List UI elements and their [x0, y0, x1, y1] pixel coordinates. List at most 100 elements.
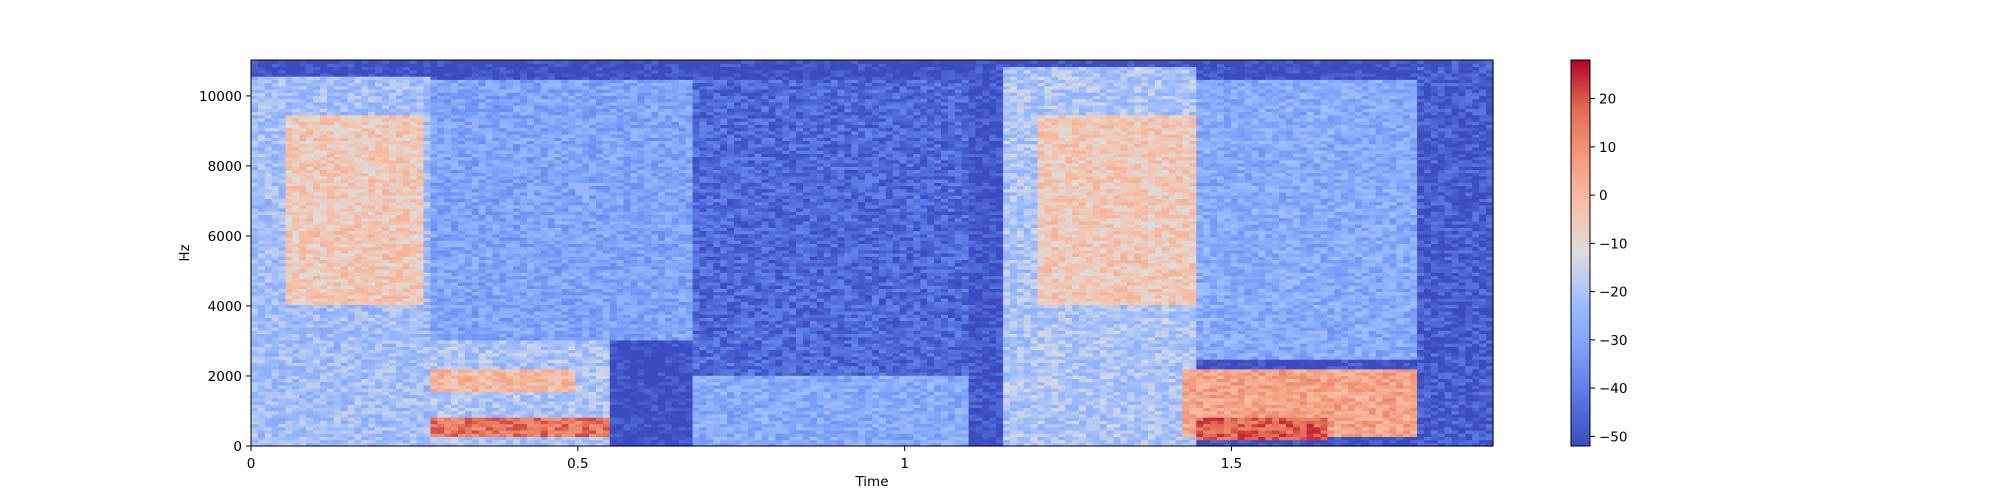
heatmap-cell — [264, 404, 273, 408]
heatmap-cell — [251, 159, 259, 164]
heatmap-cell — [402, 333, 411, 338]
heatmap-cell — [271, 391, 280, 396]
heatmap-cell — [409, 230, 418, 235]
heatmap-cell — [368, 420, 376, 425]
heatmap-cell — [437, 127, 445, 132]
heatmap-cell — [313, 253, 321, 257]
heatmap-cell — [437, 265, 445, 270]
heatmap-cell — [333, 179, 342, 183]
heatmap-cell — [409, 175, 418, 180]
heatmap-cell — [264, 317, 273, 322]
heatmap-cell — [437, 143, 445, 148]
heatmap-cell — [395, 352, 404, 357]
heatmap-cell — [340, 63, 349, 68]
heatmap-cell — [320, 159, 328, 164]
heatmap-cell — [285, 159, 293, 164]
heatmap-cell — [437, 69, 445, 74]
heatmap-cell — [375, 378, 383, 383]
heatmap-cell — [278, 265, 287, 270]
heatmap-cell — [402, 201, 411, 206]
heatmap-cell — [278, 317, 287, 322]
heatmap-cell — [361, 224, 369, 228]
heatmap-cell — [320, 304, 328, 309]
heatmap-cell — [395, 150, 404, 154]
heatmap-cell — [409, 413, 418, 418]
heatmap-cell — [430, 243, 438, 248]
heatmap-cell — [375, 162, 383, 167]
heatmap-cell — [320, 172, 328, 177]
heatmap-cell — [347, 349, 356, 354]
heatmap-cell — [354, 166, 362, 170]
heatmap-cell — [451, 359, 459, 363]
heatmap-cell — [306, 175, 314, 180]
heatmap-cell — [320, 85, 328, 90]
heatmap-cell — [278, 391, 287, 396]
heatmap-cell — [437, 359, 445, 363]
heatmap-cell — [409, 69, 418, 74]
heatmap-cell — [375, 301, 383, 306]
heatmap-cell — [430, 330, 438, 335]
heatmap-cell — [368, 98, 376, 103]
heatmap-cell — [361, 349, 369, 354]
heatmap-cell — [361, 352, 369, 357]
heatmap-cell — [333, 436, 342, 441]
heatmap-cell — [306, 265, 314, 270]
heatmap-cell — [292, 121, 300, 125]
heatmap-cell — [437, 375, 445, 380]
heatmap-cell — [306, 269, 314, 273]
heatmap-cell — [389, 117, 397, 122]
heatmap-cell — [340, 394, 349, 399]
heatmap-cell — [444, 240, 452, 244]
heatmap-cell — [333, 269, 342, 273]
heatmap-cell — [257, 236, 266, 241]
heatmap-cell — [402, 133, 411, 138]
heatmap-cell — [423, 417, 431, 421]
heatmap-cell — [271, 220, 280, 225]
heatmap-cell — [340, 214, 349, 219]
heatmap-cell — [437, 388, 445, 392]
heatmap-cell — [354, 417, 362, 421]
heatmap-cell — [278, 172, 287, 177]
heatmap-cell — [444, 259, 452, 264]
heatmap-cell — [409, 204, 418, 209]
heatmap-cell — [326, 326, 335, 331]
heatmap-cell — [278, 179, 287, 183]
heatmap-cell — [285, 317, 293, 322]
heatmap-cell — [278, 253, 287, 257]
heatmap-cell — [292, 323, 300, 328]
heatmap-cell — [354, 188, 362, 193]
heatmap-cell — [299, 320, 307, 325]
heatmap-cell — [299, 388, 307, 392]
heatmap-cell — [368, 159, 376, 164]
heatmap-cell — [423, 253, 431, 257]
heatmap-cell — [389, 240, 397, 244]
heatmap-cell — [375, 381, 383, 386]
heatmap-cell — [326, 143, 335, 148]
heatmap-cell — [361, 143, 369, 148]
heatmap-cell — [368, 69, 376, 74]
heatmap-cell — [389, 269, 397, 273]
heatmap-cell — [389, 413, 397, 418]
heatmap-cell — [437, 343, 445, 347]
heatmap-cell — [326, 88, 335, 93]
heatmap-cell — [251, 320, 259, 325]
heatmap-cell — [285, 259, 293, 264]
heatmap-cell — [299, 240, 307, 244]
heatmap-cell — [375, 281, 383, 286]
heatmap-cell — [382, 150, 390, 154]
heatmap-cell — [354, 79, 362, 84]
heatmap-cell — [444, 291, 452, 296]
heatmap-cell — [251, 150, 259, 154]
heatmap-cell — [313, 294, 321, 299]
heatmap-cell — [313, 60, 321, 64]
heatmap-cell — [354, 76, 362, 80]
heatmap-cell — [333, 137, 342, 142]
heatmap-cell — [271, 256, 280, 261]
heatmap-cell — [361, 166, 369, 170]
heatmap-cell — [306, 124, 314, 129]
heatmap-cell — [333, 143, 342, 148]
heatmap-cell — [285, 246, 293, 251]
heatmap-cell — [326, 378, 335, 383]
heatmap-cell — [340, 291, 349, 296]
heatmap-cell — [285, 220, 293, 225]
